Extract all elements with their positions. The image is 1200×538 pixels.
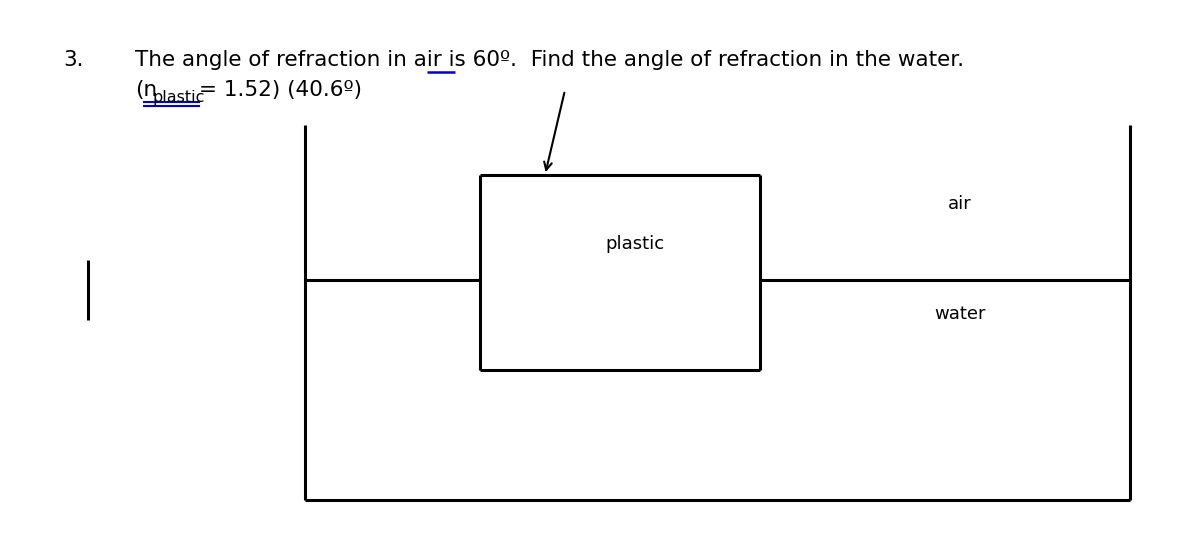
Text: The angle of refraction in air is 60º.  Find the angle of refraction in the wate: The angle of refraction in air is 60º. F… [134, 50, 964, 70]
Text: (n: (n [134, 80, 157, 100]
Text: plastic: plastic [606, 235, 665, 253]
Text: air: air [948, 195, 972, 213]
Text: plastic: plastic [152, 90, 204, 105]
Text: = 1.52) (40.6º): = 1.52) (40.6º) [199, 80, 362, 100]
Text: water: water [935, 305, 985, 323]
Text: 3.: 3. [64, 50, 84, 70]
